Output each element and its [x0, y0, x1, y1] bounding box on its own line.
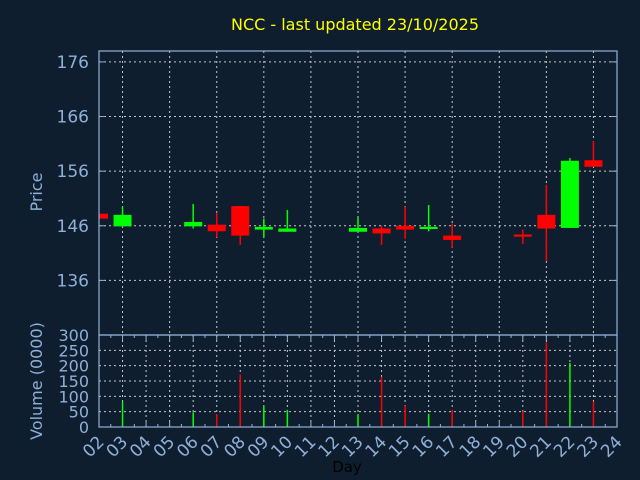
price-tick-label: 166 [57, 108, 89, 128]
volume-axis-label: Volume (0000) [27, 322, 46, 440]
candle-body [396, 225, 415, 230]
candle-body [349, 227, 367, 232]
candle-body [254, 226, 273, 230]
volume-tick-label: 50 [69, 403, 89, 422]
x-tick-label: 24 [597, 432, 626, 461]
price-tick-label: 136 [57, 271, 89, 291]
chart-title: NCC - last updated 23/10/2025 [231, 15, 479, 34]
candle-body [513, 234, 532, 237]
price-tick-label: 146 [57, 217, 89, 237]
volume-tick-label: 150 [58, 372, 89, 391]
candle-body [584, 160, 603, 167]
volume-tick-label: 200 [58, 357, 89, 376]
candle-body [278, 228, 297, 232]
volume-tick-label: 250 [58, 341, 89, 360]
price-axis-label: Price [27, 172, 46, 211]
candle-body [184, 221, 203, 227]
x-axis-label: Day [332, 458, 362, 476]
candle-body [537, 214, 556, 229]
volume-tick-label: 300 [58, 326, 89, 345]
candle-body [560, 160, 579, 228]
candle-body [419, 226, 438, 230]
candle-body [231, 206, 250, 236]
candle-body [372, 228, 391, 234]
candle-body [443, 235, 462, 240]
volume-tick-label: 100 [58, 387, 89, 406]
price-tick-label: 176 [57, 53, 89, 73]
candle-body [207, 224, 226, 232]
candle-body [99, 213, 108, 219]
volume-tick-label: 0 [79, 418, 89, 437]
volume-panel-frame [98, 334, 618, 428]
price-tick-label: 156 [57, 162, 89, 182]
candle-body [113, 214, 132, 227]
